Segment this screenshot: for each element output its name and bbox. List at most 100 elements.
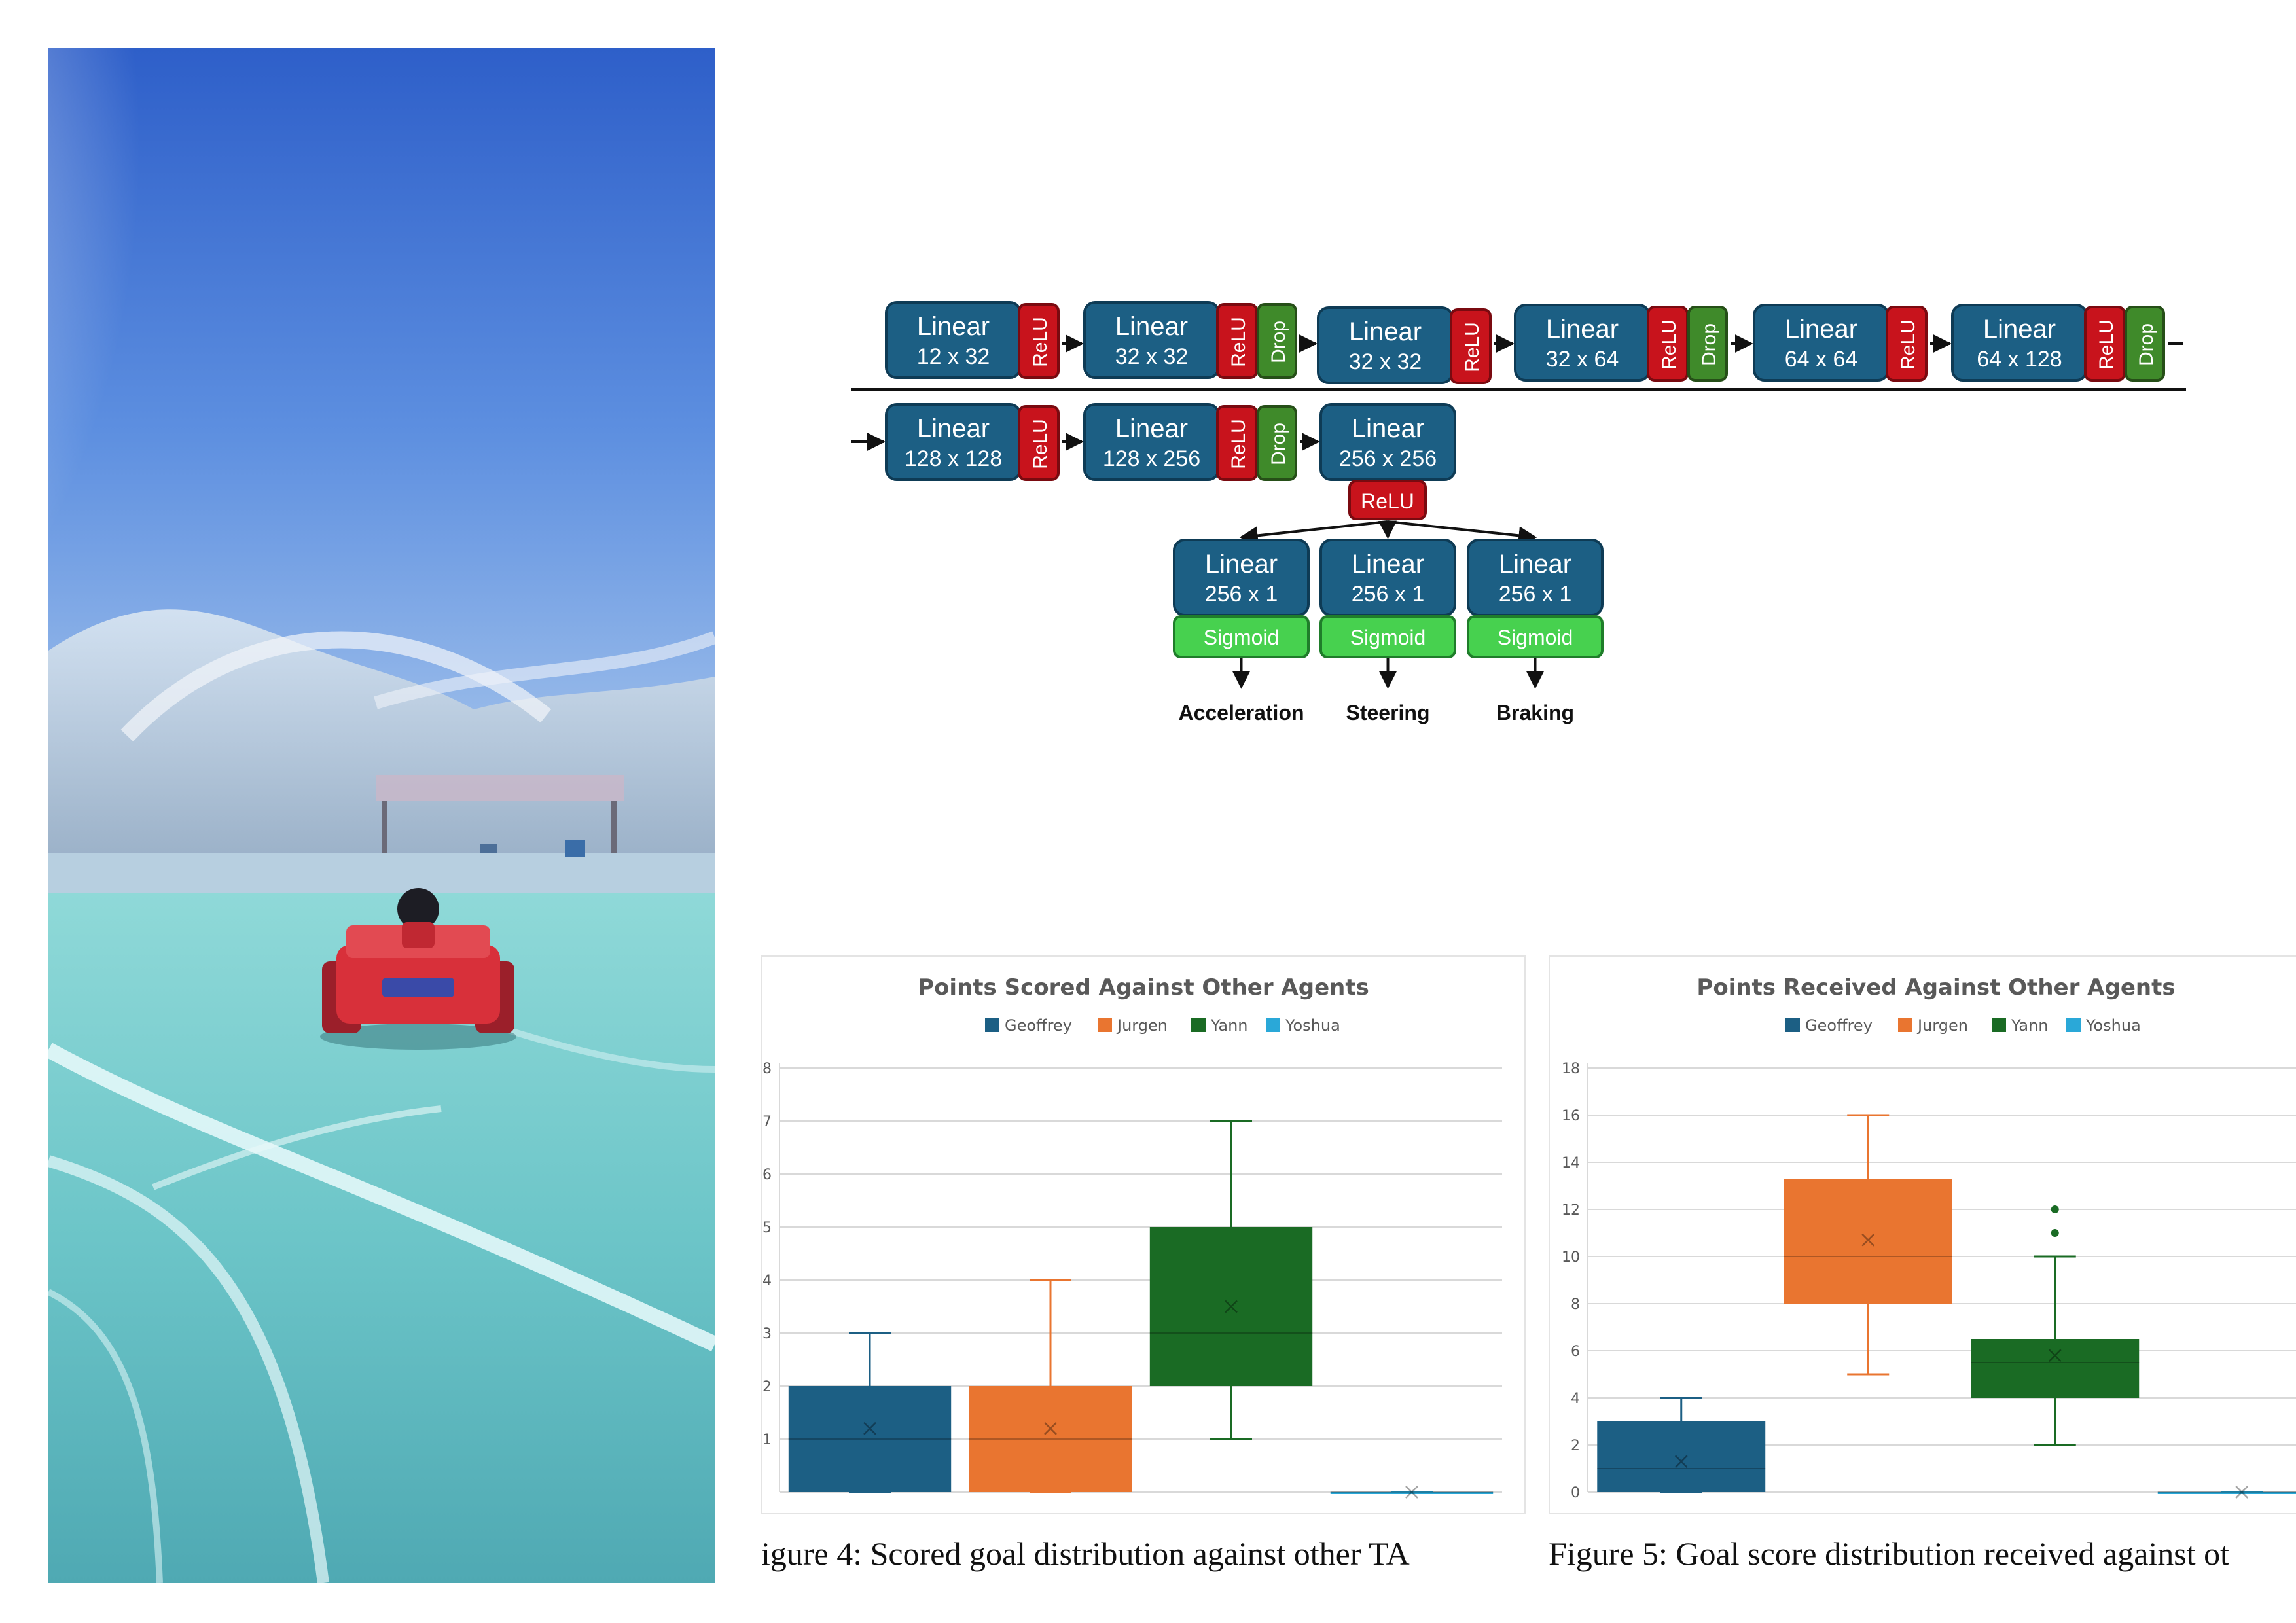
layer-name: Linear: [1546, 315, 1619, 344]
row1-layer-2: Linear 32 x 32 ReLU Drop: [1083, 301, 1297, 379]
y-tick-label: 3: [762, 1326, 772, 1342]
y-tick-label: 5: [762, 1220, 772, 1236]
layer-dims: 128 x 128: [905, 446, 1002, 471]
box-yoshua: [1330, 1486, 1494, 1499]
box-geoffrey: [1597, 1397, 1766, 1493]
layer-name: Linear: [1115, 414, 1188, 443]
relu-block: [1886, 306, 1928, 382]
mean-marker: [1405, 1486, 1418, 1499]
y-tick-label: 4: [1571, 1391, 1580, 1407]
relu-label: ReLU: [1030, 317, 1051, 367]
row1-layer-4: Linear 32 x 64 ReLU Drop: [1514, 304, 1728, 382]
layer-dims: 32 x 32: [1349, 349, 1422, 374]
row1-layer-1: Linear 12 x 32 ReLU: [885, 301, 1060, 379]
legend-entry: Yoshua: [2085, 1016, 2141, 1035]
sigmoid-label: Sigmoid: [1350, 626, 1426, 649]
mean-marker: [1225, 1300, 1238, 1313]
box-geoffrey: [788, 1332, 952, 1493]
dropout-block: [1257, 405, 1297, 481]
layer-dims: 32 x 64: [1546, 347, 1619, 372]
relu-block: [1018, 405, 1060, 481]
mean-marker: [863, 1421, 876, 1435]
relu-label: ReLU: [1361, 490, 1414, 513]
layer-name: Linear: [1349, 317, 1422, 346]
iqr-box: [1330, 1492, 1494, 1494]
mean-marker: [1674, 1455, 1688, 1469]
sigmoid-block: [1173, 615, 1310, 658]
box-yann: [1971, 1205, 2140, 1446]
box-yann: [1149, 1120, 1313, 1440]
dropout-label: Drop: [1268, 321, 1289, 363]
dropout-block: [1257, 303, 1297, 379]
y-tick-label: 18: [1562, 1061, 1580, 1077]
layer-name: Linear: [917, 414, 990, 443]
chart-legend: Geoffrey Jurgen Yann Yoshua: [1785, 1016, 2141, 1035]
relu-block: [1348, 480, 1427, 520]
output-label: Braking: [1496, 701, 1574, 724]
y-tick-label: 6: [1571, 1344, 1580, 1360]
layer-dims: 256 x 1: [1352, 582, 1425, 607]
dropout-label: Drop: [1268, 423, 1289, 465]
dropout-block: [2125, 306, 2165, 382]
branch-arrow: [1239, 520, 1388, 545]
chart-title: Points Scored Against Other Agents: [918, 974, 1369, 1001]
mean-marker: [2048, 1349, 2062, 1363]
row1-layer-3: Linear 32 x 32 ReLU: [1317, 306, 1492, 384]
y-tick-label: 4: [762, 1273, 772, 1289]
iqr-box: [2157, 1492, 2296, 1494]
y-tick-label: 1: [762, 1432, 772, 1448]
sigmoid-block: [1319, 615, 1456, 658]
layer-dims: 12 x 32: [917, 344, 990, 369]
legend-entry: Yoshua: [1285, 1016, 1340, 1035]
legend-entry: Geoffrey: [1805, 1016, 1873, 1035]
outlier-point: [2051, 1205, 2059, 1213]
legend-swatch: [1266, 1018, 1280, 1032]
legend-swatch: [1191, 1018, 1206, 1032]
dropout-label: Drop: [2136, 323, 2157, 366]
relu-label: ReLU: [1030, 419, 1051, 469]
iqr-box: [1597, 1421, 1766, 1492]
iqr-box: [1971, 1339, 2140, 1398]
layer-name: Linear: [1499, 550, 1571, 579]
chart-title: Points Received Against Other Agents: [1696, 974, 2175, 1001]
sigmoid-label: Sigmoid: [1498, 626, 1573, 649]
relu-label: ReLU: [1228, 419, 1249, 469]
legend-swatch: [1785, 1018, 1800, 1032]
row1-layer-6: Linear 64 x 128 ReLU Drop: [1951, 304, 2165, 382]
layer-dims: 256 x 256: [1339, 446, 1437, 471]
legend-swatch: [1098, 1018, 1112, 1032]
layer-dims: 32 x 32: [1115, 344, 1189, 369]
relu-label: ReLU: [2096, 319, 2117, 370]
figure-4-caption: igure 4: Scored goal distribution agains…: [761, 1535, 1410, 1572]
output-label: Steering: [1346, 701, 1429, 724]
game-screenshot: [48, 48, 715, 1583]
mean-marker: [2235, 1486, 2249, 1499]
row2-layer-3: Linear 256 x 256: [1319, 403, 1456, 481]
y-tick-label: 10: [1562, 1249, 1580, 1266]
legend-swatch: [2066, 1018, 2081, 1032]
legend-entry: Jurgen: [1116, 1016, 1168, 1035]
dropout-label: Drop: [1698, 323, 1720, 366]
chart-legend: Geoffrey Jurgen Yann Yoshua: [985, 1016, 1340, 1035]
legend-entry: Geoffrey: [1005, 1016, 1072, 1035]
network-architecture-diagram: Linear 12 x 32 ReLU Linear 32 x 32 ReLU Drop Li…: [836, 288, 2212, 740]
relu-block: [1018, 303, 1060, 379]
layer-name: Linear: [1352, 414, 1424, 443]
output-head-3: Linear 256 x 1 Sigmoid Braking: [1387, 520, 1604, 724]
output-head-2: Linear 256 x 1 Sigmoid Steering: [1319, 520, 1456, 724]
layer-name: Linear: [1115, 312, 1188, 341]
layer-name: Linear: [1205, 550, 1278, 579]
box-jurgen: [969, 1279, 1132, 1493]
layer-dims: 128 x 256: [1103, 446, 1200, 471]
relu-block: [1450, 308, 1492, 384]
layer-dims: 256 x 1: [1205, 582, 1278, 607]
y-tick-label: 12: [1562, 1202, 1580, 1219]
legend-swatch: [1898, 1018, 1912, 1032]
y-tick-label: 14: [1562, 1155, 1580, 1171]
box-jurgen: [1784, 1114, 1952, 1376]
y-tick-label: 7: [762, 1114, 772, 1130]
legend-swatch: [1992, 1018, 2006, 1032]
layer-dims: 64 x 128: [1977, 347, 2062, 372]
relu-label: ReLU: [1462, 322, 1483, 372]
layer-name: Linear: [1785, 315, 1857, 344]
